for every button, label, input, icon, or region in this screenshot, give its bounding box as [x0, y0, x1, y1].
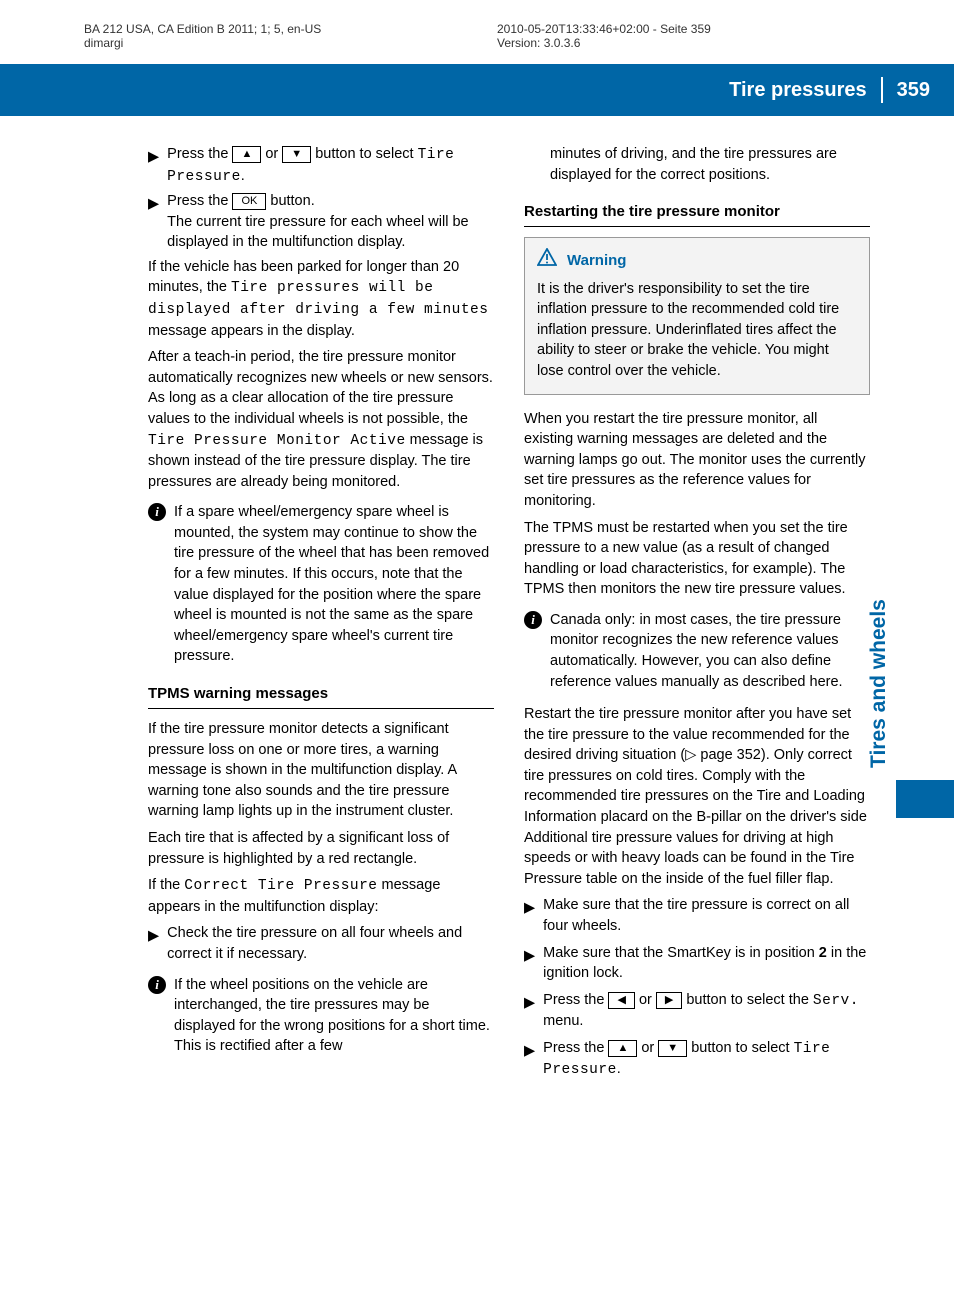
bullet-text: Make sure that the tire pressure is corr…	[543, 895, 870, 936]
side-tab: Tires and wheels	[842, 550, 954, 818]
bullet-text: Check the tire pressure on all four whee…	[167, 923, 494, 964]
display-text: Correct Tire Pressure	[184, 878, 377, 894]
bullet-item: ▶ Make sure that the tire pressure is co…	[524, 895, 870, 936]
bullet-text: Press the ◀ or ▶ button to select the Se…	[543, 990, 870, 1032]
play-icon: ▶	[524, 993, 535, 1014]
bullet-item: ▶ Make sure that the SmartKey is in posi…	[524, 943, 870, 984]
down-key: ▼	[282, 146, 311, 163]
info-block: i If a spare wheel/emergency spare wheel…	[148, 502, 494, 667]
meta-right-line1: 2010-05-20T13:33:46+02:00 - Seite 359	[497, 22, 870, 36]
text: or	[641, 1040, 658, 1056]
play-icon: ▶	[148, 926, 159, 947]
play-icon: ▶	[524, 946, 535, 967]
paragraph: When you restart the tire pressure monit…	[524, 409, 870, 512]
text: After a teach-in period, the tire pressu…	[148, 349, 493, 427]
warning-title: Warning	[567, 250, 626, 271]
text: .	[617, 1061, 621, 1077]
text: or	[265, 146, 282, 162]
play-icon: ▶	[524, 898, 535, 919]
warning-header: Warning	[537, 248, 857, 272]
text: .	[241, 168, 245, 184]
text: Press the	[543, 1040, 608, 1056]
meta-left: BA 212 USA, CA Edition B 2011; 1; 5, en-…	[84, 22, 457, 50]
side-tab-label: Tires and wheels	[862, 550, 896, 818]
header-meta: BA 212 USA, CA Edition B 2011; 1; 5, en-…	[0, 0, 954, 58]
section-heading: TPMS warning messages	[148, 683, 494, 709]
text: button to select	[691, 1040, 793, 1056]
text: menu.	[543, 1013, 583, 1029]
paragraph: If the vehicle has been parked for longe…	[148, 257, 494, 341]
page-number: 359	[897, 79, 930, 102]
header-bar: Tire pressures 359	[0, 64, 954, 116]
info-text: If the wheel positions on the vehicle ar…	[174, 975, 494, 1057]
text: Make sure that the SmartKey is in positi…	[543, 945, 819, 961]
bold-text: 2	[819, 945, 827, 961]
info-icon: i	[148, 976, 166, 994]
bullet-item: ▶ Press the ▲ or ▼ button to select Tire…	[524, 1038, 870, 1081]
info-block: i Canada only: in most cases, the tire p…	[524, 610, 870, 692]
text: button to select the	[686, 992, 813, 1008]
step-item: ▶ Press the ▲ or ▼ button to select Tire…	[148, 144, 494, 187]
text: page 352). Only correct tire pressures o…	[524, 747, 867, 886]
right-column: minutes of driving, and the tire pressur…	[524, 144, 870, 1087]
header-divider	[881, 77, 883, 103]
text: button.	[270, 193, 314, 209]
paragraph: After a teach-in period, the tire pressu…	[148, 347, 494, 492]
left-key: ◀	[608, 992, 634, 1009]
right-key: ▶	[656, 992, 682, 1009]
display-text: Serv.	[813, 993, 859, 1009]
paragraph: Restart the tire pressure monitor after …	[524, 704, 870, 889]
section-heading: Restarting the tire pressure monitor	[524, 201, 870, 227]
meta-right: 2010-05-20T13:33:46+02:00 - Seite 359 Ve…	[457, 22, 870, 50]
info-icon: i	[148, 503, 166, 521]
step-body: Press the ▲ or ▼ button to select Tire P…	[167, 144, 494, 187]
page: BA 212 USA, CA Edition B 2011; 1; 5, en-…	[0, 0, 954, 1294]
paragraph: If the Correct Tire Pressure message app…	[148, 875, 494, 917]
play-icon: ▶	[524, 1041, 535, 1062]
text: Press the	[543, 992, 608, 1008]
side-tab-block	[896, 780, 954, 818]
up-key: ▲	[232, 146, 261, 163]
text: Press the	[167, 146, 232, 162]
step-item: ▶ Press the OK button. The current tire …	[148, 191, 494, 253]
down-key: ▼	[658, 1040, 687, 1057]
bullet-item: ▶ Press the ◀ or ▶ button to select the …	[524, 990, 870, 1032]
meta-right-line2: Version: 3.0.3.6	[497, 36, 870, 50]
meta-left-line2: dimargi	[84, 36, 457, 50]
warning-box: Warning It is the driver's responsibilit…	[524, 237, 870, 394]
text: button to select	[315, 146, 417, 162]
paragraph: If the tire pressure monitor detects a s…	[148, 719, 494, 822]
left-column: ▶ Press the ▲ or ▼ button to select Tire…	[148, 144, 494, 1087]
meta-left-line1: BA 212 USA, CA Edition B 2011; 1; 5, en-…	[84, 22, 457, 36]
play-icon: ▶	[148, 147, 159, 168]
text: or	[639, 992, 656, 1008]
info-text: If a spare wheel/emergency spare wheel i…	[174, 502, 494, 667]
bullet-item: ▶ Check the tire pressure on all four wh…	[148, 923, 494, 964]
info-icon: i	[524, 611, 542, 629]
step-result: The current tire pressure for each wheel…	[167, 212, 494, 253]
paragraph: Each tire that is affected by a signific…	[148, 828, 494, 869]
text: Press the	[167, 193, 232, 209]
step-body: Press the OK button. The current tire pr…	[167, 191, 494, 253]
paragraph: The TPMS must be restarted when you set …	[524, 518, 870, 600]
bullet-text: Make sure that the SmartKey is in positi…	[543, 943, 870, 984]
warning-body: It is the driver's responsibility to set…	[537, 279, 857, 382]
ok-key: OK	[232, 193, 266, 210]
cross-ref-icon: ▷	[685, 747, 696, 763]
text: message appears in the display.	[148, 323, 355, 339]
play-icon: ▶	[148, 194, 159, 215]
text: If the	[148, 877, 184, 893]
content: ▶ Press the ▲ or ▼ button to select Tire…	[0, 116, 954, 1087]
bullet-text: Press the ▲ or ▼ button to select Tire P…	[543, 1038, 870, 1081]
display-text: Tire Pressure Monitor Active	[148, 433, 406, 449]
info-block: i If the wheel positions on the vehicle …	[148, 975, 494, 1057]
up-key: ▲	[608, 1040, 637, 1057]
warning-triangle-icon	[537, 248, 557, 272]
continuation-text: minutes of driving, and the tire pressur…	[524, 144, 870, 185]
info-text: Canada only: in most cases, the tire pre…	[550, 610, 870, 692]
page-title: Tire pressures	[729, 79, 867, 102]
